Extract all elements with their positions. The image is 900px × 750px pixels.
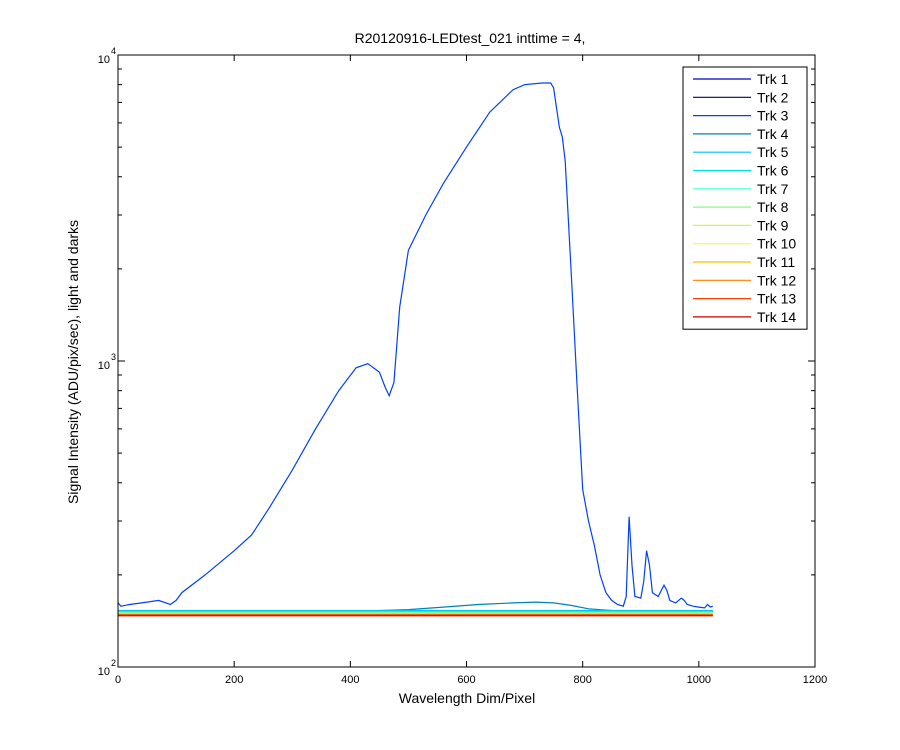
legend-entry-trk-7: Trk 7 <box>757 181 789 197</box>
series-layer <box>117 82 714 617</box>
legend: Trk 1 Trk 2 Trk 3 Trk 4 Trk 5 Trk 6 Trk 7 Trk 8… <box>682 66 808 330</box>
x-axis-label: Wavelength Dim/Pixel <box>399 690 535 706</box>
x-tick-label: 0 <box>115 674 121 686</box>
legend-entry-trk-2: Trk 2 <box>757 89 789 105</box>
y-tick-label: 10 <box>98 360 110 372</box>
y-tick-exponent: 2 <box>111 658 116 668</box>
legend-entry-trk-8: Trk 8 <box>757 199 789 215</box>
chart-title: R20120916-LEDtest_021 inttime = 4, <box>355 30 586 46</box>
legend-entry-trk-13: Trk 13 <box>757 291 796 307</box>
x-tick-label: 400 <box>341 674 359 686</box>
x-tick-label: 600 <box>457 674 475 686</box>
x-tick-label: 1000 <box>687 674 711 686</box>
legend-box <box>682 66 808 330</box>
y-axis-label: Signal Intensity (ADU/pix/sec), light an… <box>65 220 81 504</box>
legend-entry-trk-5: Trk 5 <box>757 144 789 160</box>
legend-entry-trk-1: Trk 1 <box>757 71 789 87</box>
y-tick-label: 10 <box>98 54 110 66</box>
x-tick-label: 1200 <box>803 674 827 686</box>
x-tick-label: 800 <box>573 674 591 686</box>
x-tick-label: 200 <box>225 674 243 686</box>
y-tick-label: 10 <box>98 666 110 678</box>
legend-entry-trk-3: Trk 3 <box>757 108 789 124</box>
series-line-trk-3 <box>117 82 714 609</box>
legend-entry-trk-9: Trk 9 <box>757 217 789 233</box>
legend-entry-trk-12: Trk 12 <box>757 272 796 288</box>
y-tick-exponent: 4 <box>111 46 116 56</box>
y-tick-exponent: 3 <box>111 352 116 362</box>
legend-entry-trk-6: Trk 6 <box>757 163 789 179</box>
legend-entry-trk-10: Trk 10 <box>757 236 796 252</box>
legend-entry-trk-14: Trk 14 <box>757 309 796 325</box>
legend-entry-trk-4: Trk 4 <box>757 126 789 142</box>
legend-entry-trk-11: Trk 11 <box>757 254 795 270</box>
